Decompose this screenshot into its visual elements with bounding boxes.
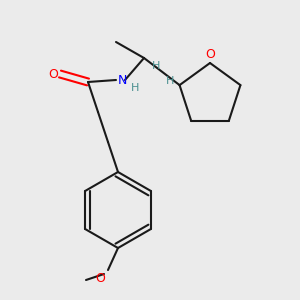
- Text: H: H: [165, 76, 174, 86]
- Text: O: O: [48, 68, 58, 80]
- Text: O: O: [95, 272, 105, 284]
- Text: N: N: [117, 74, 127, 88]
- Text: H: H: [152, 61, 160, 71]
- Text: O: O: [205, 47, 215, 61]
- Text: H: H: [131, 83, 139, 93]
